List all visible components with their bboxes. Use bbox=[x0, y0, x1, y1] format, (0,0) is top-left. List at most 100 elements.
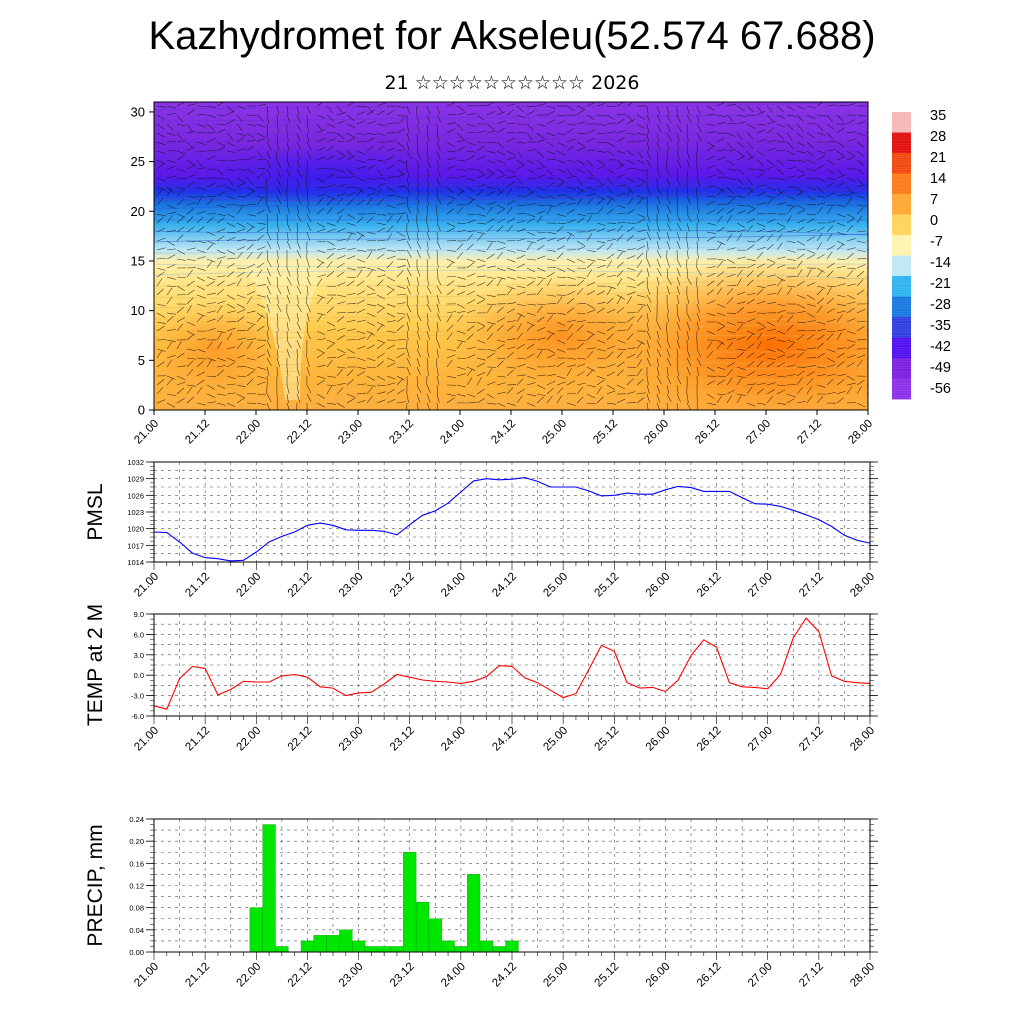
wind-barb bbox=[766, 258, 776, 263]
wind-barb bbox=[206, 231, 216, 236]
wind-barb bbox=[846, 191, 856, 197]
wind-barb bbox=[576, 177, 583, 186]
wind-barb bbox=[646, 213, 651, 223]
wind-barb bbox=[316, 146, 326, 152]
wind-barb bbox=[736, 204, 746, 207]
wind-barb bbox=[426, 105, 431, 115]
wind-barb bbox=[696, 168, 699, 178]
wind-barb bbox=[636, 397, 645, 404]
wind-barb bbox=[326, 402, 336, 405]
wind-barb bbox=[416, 168, 419, 178]
wind-barb bbox=[526, 190, 535, 197]
wind-barb bbox=[656, 393, 660, 403]
wind-barb bbox=[856, 309, 866, 314]
wind-barb bbox=[596, 339, 606, 344]
wind-barb bbox=[666, 204, 672, 214]
wind-barb bbox=[386, 312, 396, 318]
wind-barb bbox=[186, 333, 195, 341]
wind-barb bbox=[176, 132, 183, 141]
wind-barb bbox=[456, 168, 466, 171]
wind-barb bbox=[306, 105, 311, 115]
wind-barb bbox=[336, 353, 346, 359]
wind-barb bbox=[196, 371, 206, 377]
x-tick-label: 22.12 bbox=[286, 725, 315, 754]
wind-barb bbox=[786, 354, 796, 359]
wind-barb bbox=[486, 130, 496, 134]
wind-barb bbox=[516, 228, 526, 233]
wind-barb bbox=[236, 384, 246, 388]
wind-barb bbox=[476, 264, 486, 269]
wind-barb bbox=[496, 111, 506, 116]
wind-barb bbox=[376, 375, 386, 381]
wind-barb bbox=[496, 306, 504, 314]
wind-barb bbox=[276, 195, 282, 205]
wind-barb bbox=[586, 193, 596, 197]
wind-barb bbox=[246, 168, 255, 175]
wind-barb bbox=[366, 384, 376, 387]
heatmap-contour bbox=[154, 202, 868, 210]
wind-barb bbox=[826, 270, 834, 278]
wind-barb bbox=[246, 190, 255, 197]
wind-barb bbox=[336, 282, 346, 287]
colorbar-label: -7 bbox=[930, 234, 943, 250]
wind-barb bbox=[336, 271, 345, 278]
wind-barb bbox=[216, 228, 226, 233]
wind-barb bbox=[366, 303, 376, 307]
wind-barb bbox=[436, 339, 441, 349]
wind-barb bbox=[516, 285, 526, 289]
wind-barb bbox=[196, 276, 206, 282]
wind-barb bbox=[336, 140, 346, 143]
wind-barb bbox=[536, 215, 543, 224]
wind-barb bbox=[496, 294, 506, 296]
wind-barb bbox=[746, 343, 755, 350]
wind-barb bbox=[326, 105, 334, 113]
wind-barb bbox=[756, 285, 766, 289]
wind-barb bbox=[686, 330, 690, 340]
wind-barb bbox=[556, 387, 564, 395]
wind-barb bbox=[576, 213, 586, 216]
wind-barb bbox=[656, 249, 662, 259]
wind-barb bbox=[656, 177, 659, 187]
x-tick-label: 23.12 bbox=[388, 961, 417, 990]
wind-barb bbox=[856, 204, 866, 207]
wind-barb bbox=[496, 357, 506, 360]
wind-barb bbox=[436, 402, 439, 410]
wind-barb bbox=[826, 364, 836, 368]
wind-barb bbox=[186, 141, 194, 150]
wind-barb bbox=[316, 314, 323, 323]
wind-barb bbox=[396, 195, 406, 199]
wind-barb bbox=[186, 164, 196, 170]
wind-barb bbox=[626, 366, 636, 368]
wind-barb bbox=[156, 188, 163, 197]
wind-barb bbox=[396, 312, 406, 315]
wind-barb bbox=[316, 194, 326, 197]
wind-barb bbox=[336, 335, 345, 341]
wind-barb bbox=[716, 168, 724, 176]
wind-barb bbox=[266, 240, 272, 250]
wind-barb bbox=[626, 159, 635, 165]
wind-barb bbox=[556, 150, 566, 156]
wind-barb bbox=[646, 240, 649, 250]
wind-barb bbox=[736, 278, 742, 287]
wind-barb bbox=[246, 378, 254, 386]
wind-barb bbox=[166, 354, 176, 359]
wind-barb bbox=[546, 119, 555, 125]
wind-barb bbox=[596, 348, 606, 352]
wind-barb bbox=[596, 103, 606, 107]
wind-barb bbox=[716, 341, 723, 350]
wind-barb bbox=[386, 140, 396, 143]
wind-barb bbox=[636, 159, 646, 165]
wind-barb bbox=[376, 183, 386, 188]
wind-barb bbox=[496, 150, 506, 156]
wind-barb bbox=[446, 375, 456, 379]
wind-barb bbox=[676, 231, 681, 241]
wind-barb bbox=[336, 208, 345, 215]
wind-barb bbox=[666, 375, 672, 385]
wind-barb bbox=[416, 357, 421, 367]
wind-barb bbox=[236, 204, 246, 207]
wind-barb bbox=[606, 371, 616, 377]
wind-barb bbox=[546, 354, 556, 359]
wind-barb bbox=[166, 276, 176, 280]
wind-barb bbox=[356, 392, 366, 395]
